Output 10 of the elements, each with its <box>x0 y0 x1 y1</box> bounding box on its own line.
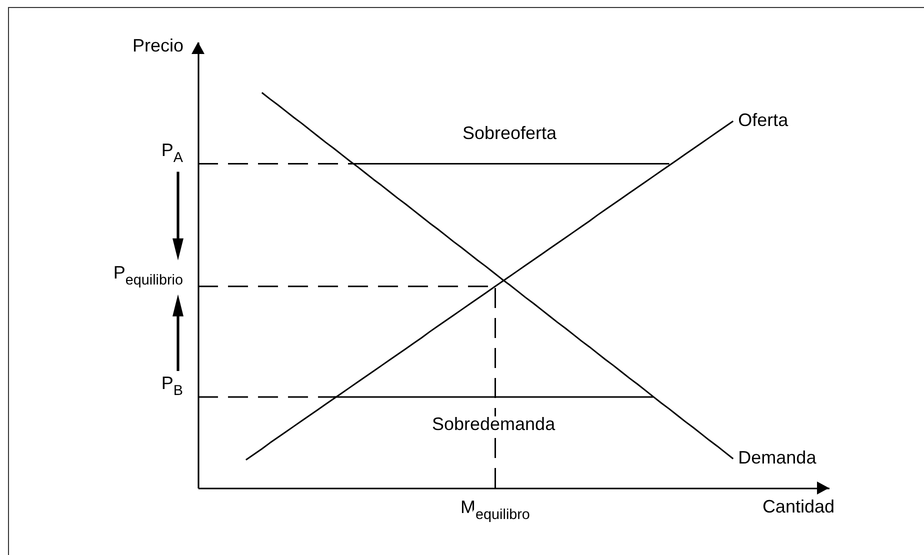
ref-line-label: P$_{A}$ <box>161 140 184 166</box>
annotation: Sobredemanda <box>432 414 556 434</box>
y-axis-title: Precio <box>132 36 184 56</box>
ref-line-label: P$_{B}$ <box>161 373 183 399</box>
text: M$_{equilibro}$ <box>460 497 530 523</box>
series-label: Demanda <box>738 448 818 468</box>
x-axis-title: Cantidad <box>762 496 834 516</box>
annotation: Sobreoferta <box>462 122 558 143</box>
ref-line-label: P$_{equilibrio}$ <box>113 262 183 288</box>
series-label: Oferta <box>738 110 790 130</box>
